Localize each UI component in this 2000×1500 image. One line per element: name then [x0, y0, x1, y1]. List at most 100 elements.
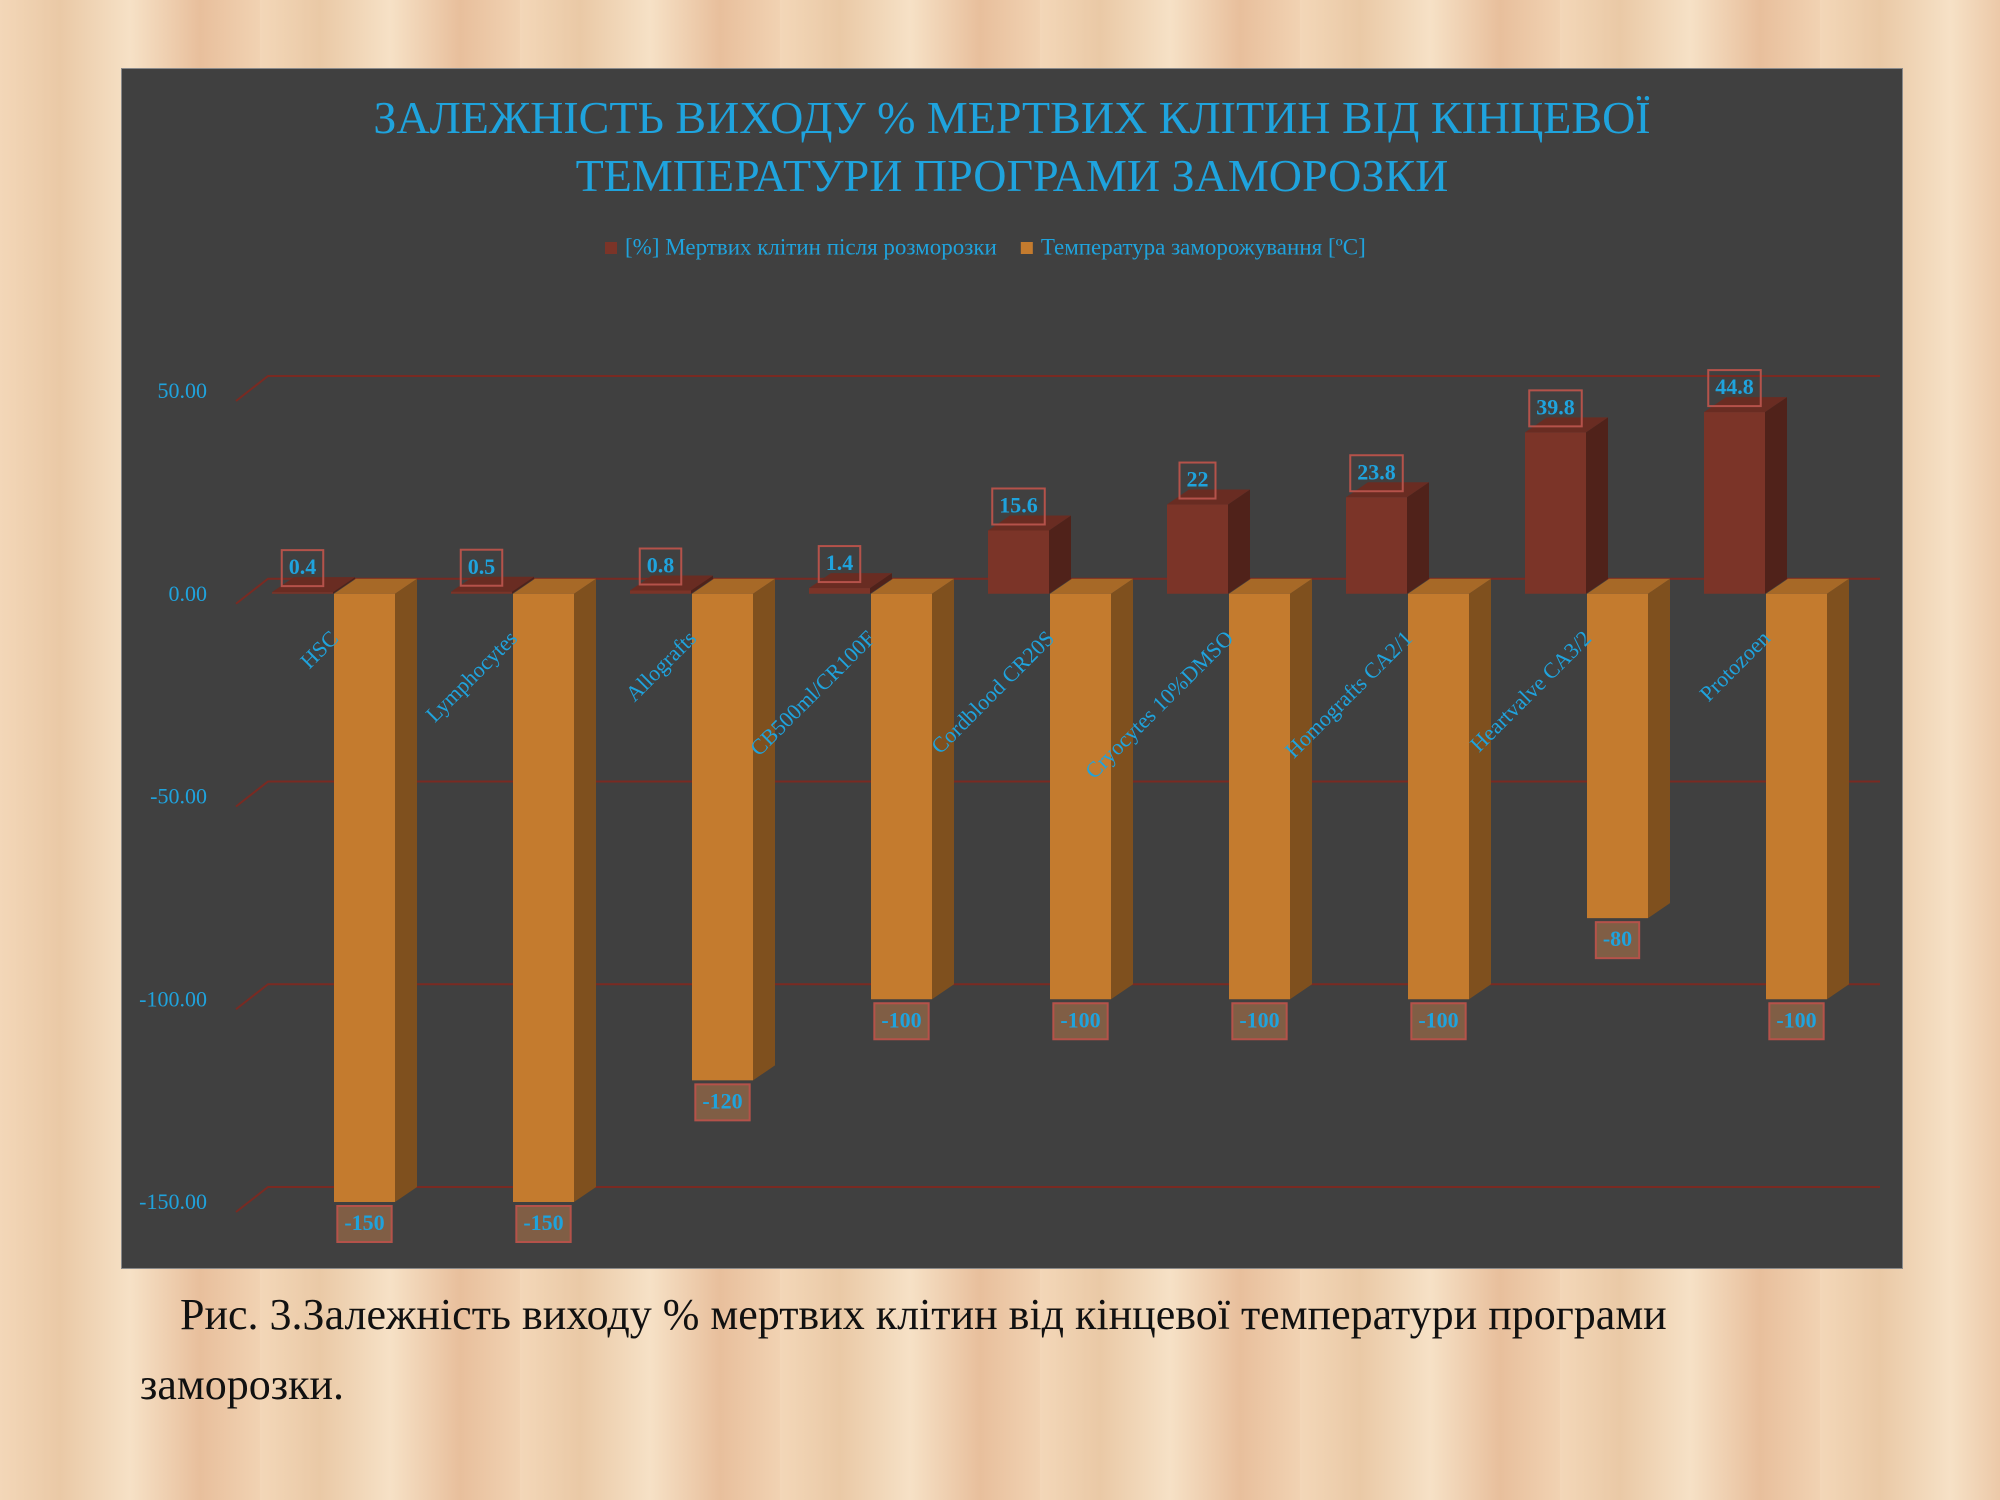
- legend-swatch: [605, 242, 617, 254]
- bar-top: [1167, 489, 1250, 505]
- x-tick-label: Allografts: [620, 625, 701, 706]
- bar-top: [1587, 578, 1670, 594]
- value-label: -150: [523, 1210, 563, 1235]
- bar: [513, 578, 596, 1202]
- value-label-box: [280, 549, 325, 588]
- bar-side: [753, 578, 775, 1081]
- bar: [809, 573, 892, 594]
- value-label: 0.4: [289, 554, 317, 579]
- bar-side: [1049, 515, 1071, 594]
- y-tick-label: -100.00: [139, 986, 207, 1011]
- value-label: -100: [1776, 1007, 1816, 1032]
- bar-front: [809, 588, 870, 594]
- bar: [1408, 578, 1491, 1000]
- bar-top: [871, 578, 954, 594]
- value-label-box: [991, 487, 1046, 526]
- bar: [692, 578, 775, 1081]
- grid-line: [235, 577, 1880, 605]
- bar-front: [334, 593, 395, 1202]
- y-tick-label: -50.00: [150, 784, 207, 809]
- bar-top: [692, 578, 775, 594]
- value-label: 15.6: [999, 493, 1038, 518]
- bar-front: [1587, 593, 1648, 919]
- value-label-box: [1178, 461, 1217, 500]
- caption: Рис. 3.Залежність виходу % мертвих кліти…: [140, 1290, 1667, 1409]
- bar: [1525, 417, 1608, 594]
- value-label-box: [1528, 389, 1583, 428]
- bar-front: [513, 593, 574, 1202]
- bar-front: [1050, 593, 1111, 1000]
- bar-side: [1228, 489, 1250, 594]
- value-label-box: [1410, 1002, 1467, 1041]
- legend-label: Температура заморожування [ºC]: [1041, 234, 1366, 259]
- y-tick-label: 0.00: [169, 581, 208, 606]
- chart-title: ЗАЛЕЖНІСТЬ ВИХОДУ % МЕРТВИХ КЛІТИН ВІД К…: [373, 92, 1651, 201]
- bar-front: [1167, 504, 1228, 594]
- bar-top: [1408, 578, 1491, 594]
- x-tick-label: Protozoen: [1694, 625, 1775, 706]
- bar: [272, 577, 355, 594]
- value-label-box: [1349, 454, 1404, 493]
- value-label: 0.8: [647, 553, 675, 578]
- bar-side: [333, 577, 355, 594]
- bar-top: [988, 515, 1071, 531]
- value-label: -100: [1239, 1007, 1279, 1032]
- bar: [871, 578, 954, 1000]
- value-label-box: [873, 1002, 930, 1041]
- value-label: 22: [1187, 467, 1209, 492]
- bar-side: [574, 578, 596, 1202]
- value-label-box: [1768, 1002, 1825, 1041]
- bar-front: [1704, 412, 1765, 594]
- bar-side: [1407, 482, 1429, 594]
- bar-front: [871, 593, 932, 1000]
- value-label: 44.8: [1715, 374, 1754, 399]
- bar: [630, 575, 713, 594]
- bar-side: [1586, 417, 1608, 594]
- value-label-box: [1052, 1002, 1109, 1041]
- value-label: 39.8: [1536, 394, 1575, 419]
- value-label-box: [817, 545, 862, 584]
- grid-line: [235, 983, 1880, 1011]
- value-label: -100: [881, 1007, 921, 1032]
- bar-side: [1290, 578, 1312, 1000]
- bar-side: [1765, 397, 1787, 594]
- bar: [1766, 578, 1849, 1000]
- value-label: -120: [702, 1088, 742, 1113]
- bar-front: [1408, 593, 1469, 1000]
- value-label: -100: [1418, 1007, 1458, 1032]
- bar: [1587, 578, 1670, 919]
- value-label: 1.4: [826, 550, 854, 575]
- value-label: -150: [344, 1210, 384, 1235]
- bar-side: [395, 578, 417, 1202]
- value-label-box: [515, 1205, 572, 1243]
- bar-front: [1229, 593, 1290, 1000]
- bar-top: [1525, 417, 1608, 433]
- bar-front: [1525, 432, 1586, 594]
- bar-side: [1469, 578, 1491, 1000]
- value-label-box: [1594, 921, 1641, 960]
- grid-line: [235, 1186, 1880, 1213]
- value-label-box: [336, 1205, 393, 1243]
- bar-side: [512, 576, 534, 594]
- value-label-box: [638, 547, 683, 586]
- legend-swatch: [1020, 242, 1033, 254]
- bar: [1167, 489, 1250, 594]
- bar-front: [988, 530, 1049, 594]
- bar-side: [1827, 578, 1849, 1000]
- bar-front: [451, 591, 512, 594]
- bar-side: [870, 573, 892, 594]
- bar-side: [1648, 578, 1670, 919]
- bar-top: [1704, 397, 1787, 413]
- value-label-box: [694, 1083, 751, 1122]
- bar-front: [692, 593, 753, 1081]
- bar: [1050, 578, 1133, 1000]
- bar-front: [630, 590, 691, 594]
- bar-top: [513, 578, 596, 594]
- y-tick-label: 50.00: [158, 378, 208, 403]
- bar: [334, 578, 417, 1202]
- bar-side: [1111, 578, 1133, 1000]
- value-label: 0.5: [468, 554, 496, 579]
- legend-label: [%] Мертвих клітин після розморозки: [625, 234, 997, 259]
